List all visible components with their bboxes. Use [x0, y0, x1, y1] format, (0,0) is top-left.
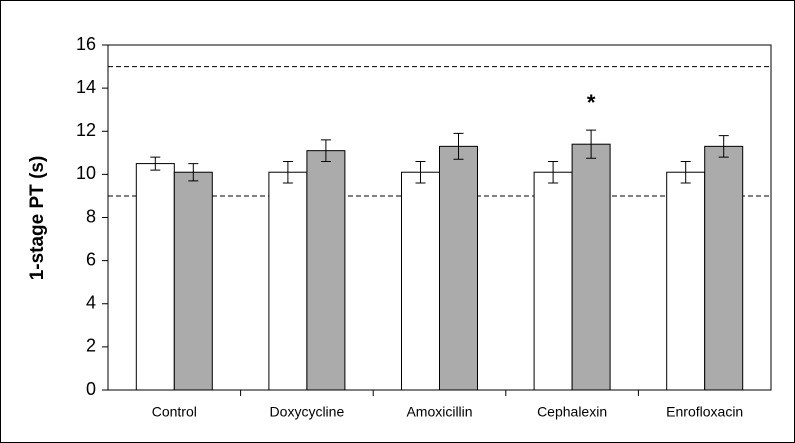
bar	[704, 145, 744, 391]
x-tick-label: Control	[152, 404, 197, 420]
bar	[666, 171, 706, 391]
error-bar	[320, 139, 331, 162]
x-tick-label: Doxycycline	[270, 404, 345, 420]
bar	[439, 145, 478, 391]
error-bar	[453, 132, 464, 160]
y-axis-label: 1-stage PT (s)	[27, 156, 48, 281]
y-tick-label: 6	[86, 249, 96, 269]
y-tick-label: 12	[76, 120, 96, 140]
bar	[571, 143, 611, 391]
y-tick-label: 10	[76, 163, 96, 183]
annotation: *	[587, 90, 596, 115]
y-tick-label: 2	[86, 336, 96, 356]
y-tick-label: 14	[76, 77, 96, 97]
error-bar	[282, 160, 293, 184]
error-bar	[548, 160, 559, 184]
y-tick-label: 4	[86, 293, 96, 313]
bar	[173, 171, 213, 391]
error-bar	[150, 156, 161, 171]
bar	[533, 171, 573, 391]
error-bar	[188, 163, 199, 182]
error-bar	[718, 135, 729, 158]
y-tick-label: 16	[76, 34, 96, 54]
bar	[268, 171, 308, 391]
bar	[401, 171, 440, 391]
bar	[135, 163, 175, 391]
y-tick-label: 0	[86, 379, 96, 399]
x-tick-label: Enrofloxacin	[666, 404, 743, 420]
y-tick-label: 8	[86, 206, 96, 226]
bar	[306, 150, 346, 391]
error-bar	[415, 160, 426, 184]
error-bar	[586, 129, 597, 159]
x-tick-label: Amoxicillin	[406, 404, 472, 420]
error-bar	[680, 160, 691, 184]
plot-area	[107, 44, 772, 391]
x-tick-label: Cephalexin	[537, 404, 607, 420]
